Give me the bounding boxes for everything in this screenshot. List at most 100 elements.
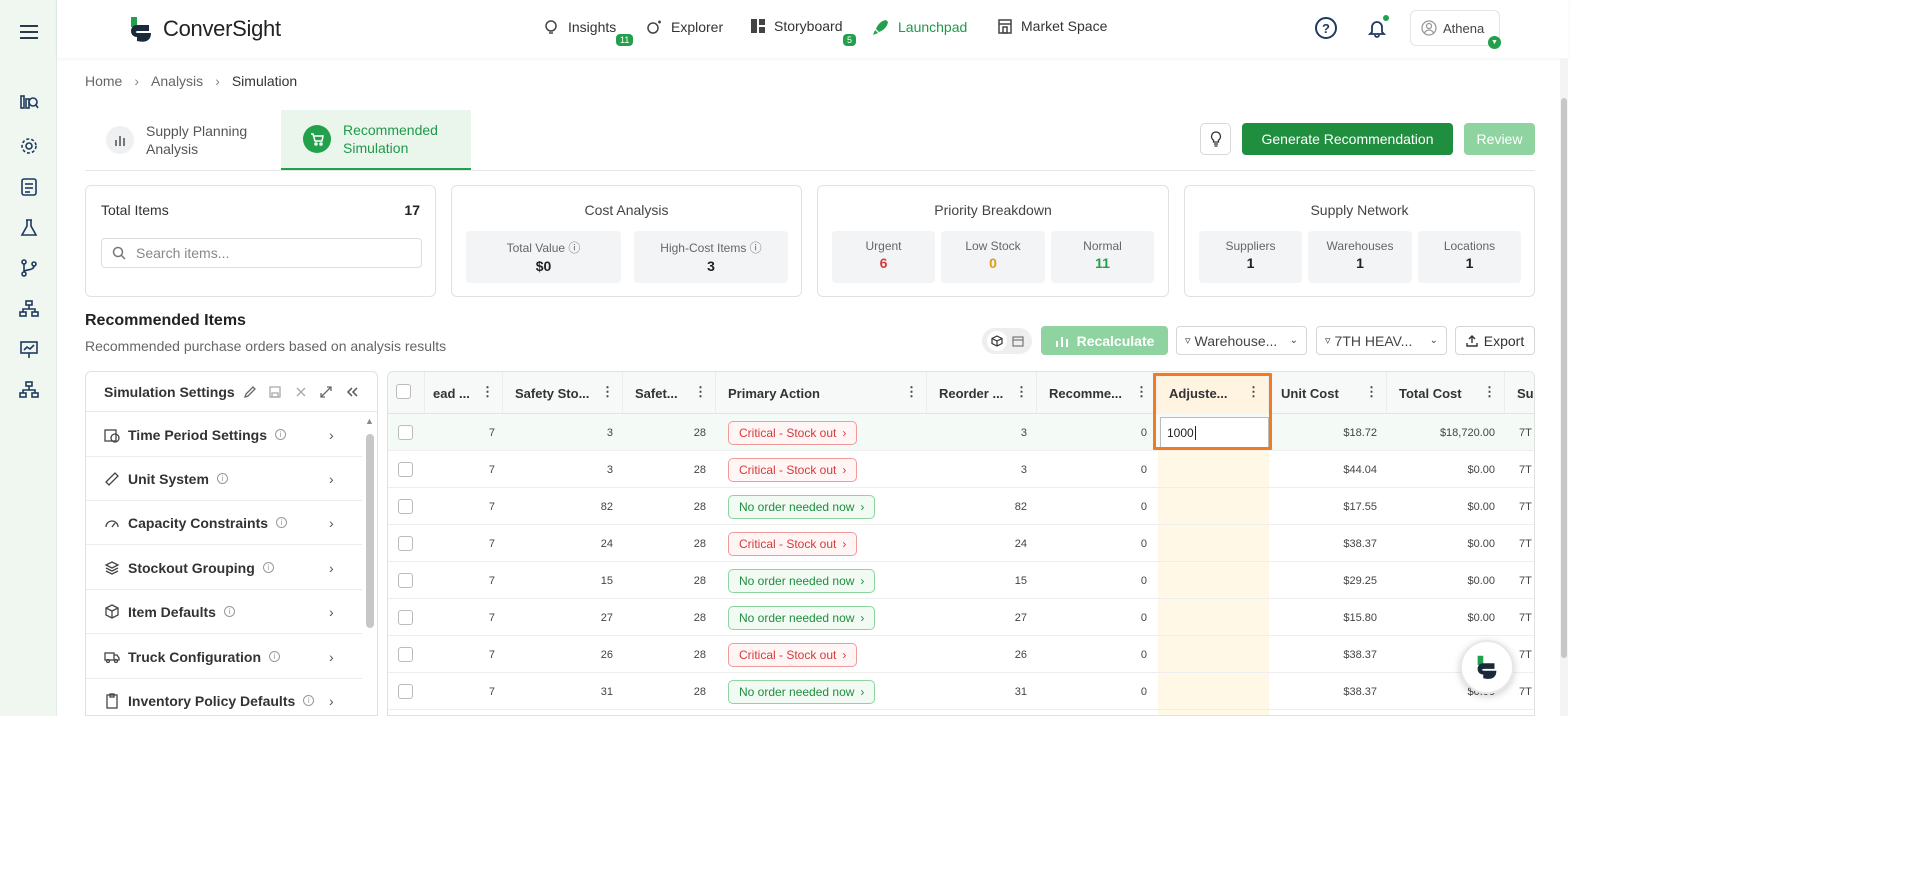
col-primary-action[interactable]: Primary Action ⋮ [716,372,927,414]
column-menu-icon[interactable]: ⋮ [1365,384,1378,399]
col-total-cost[interactable]: Total Cost ⋮ [1387,372,1505,414]
select-all-checkbox[interactable] [396,384,411,399]
sim-row-stockout[interactable]: Stockout Grouping i › [86,546,362,590]
nav-explorer[interactable]: Explorer [645,18,723,36]
help-button[interactable]: ? [1315,17,1337,39]
generate-recommendation-button[interactable]: Generate Recommendation [1242,123,1453,155]
action-pill[interactable]: No order needed now › [728,568,876,593]
breadcrumb-home[interactable]: Home [85,73,123,89]
notifications-button[interactable] [1367,18,1387,43]
close-icon[interactable] [293,384,309,400]
nav-insights[interactable]: Insights [542,18,616,36]
col-adjusted[interactable]: Adjuste... ⋮ [1157,372,1269,414]
column-menu-icon[interactable]: ⋮ [1247,384,1260,399]
cost-analysis-card: Cost Analysis Total Value ⓘ $0 High-Cost… [451,185,802,297]
sim-row-inventory-policy[interactable]: Inventory Policy Defaults i › [86,679,362,715]
table-row[interactable]: 7 82 28 82 0 $17.55 $0.00 No order needed now › 7… [388,488,1534,525]
sim-row-capacity[interactable]: Capacity Constraints i › [86,501,362,545]
row-checkbox[interactable] [398,684,413,699]
col-recommended[interactable]: Recomme... ⋮ [1037,372,1157,414]
sim-row-item-defaults[interactable]: Item Defaults i › [86,590,362,634]
nav-launchpad[interactable]: Launchpad [872,18,967,36]
table-row[interactable]: 7 24 28 24 0 $38.37 $0.00 Critical - Stock out ›… [388,525,1534,562]
row-checkbox[interactable] [398,462,413,477]
chat-assistant-button[interactable] [1460,640,1514,694]
row-checkbox[interactable] [398,647,413,662]
collapse-icon[interactable] [344,384,360,400]
col-safety-stock[interactable]: Safety Sto... ⋮ [503,372,623,414]
menu-icon[interactable] [18,21,40,43]
col-lead[interactable]: ead ... ⋮ [425,372,503,414]
search-input[interactable]: Search items... [101,238,422,268]
view-toggle[interactable] [982,328,1032,354]
row-checkbox[interactable] [398,499,413,514]
user-menu[interactable]: Athena [1410,10,1500,46]
brand-logo[interactable]: ConverSight [125,13,281,45]
row-checkbox[interactable] [398,536,413,551]
chevron-right-icon: › [842,462,847,477]
org-chart-icon[interactable] [18,379,40,401]
tab-recommended-simulation[interactable]: Recommended Simulation [281,110,471,170]
col-safety[interactable]: Safet... ⋮ [623,372,716,414]
column-menu-icon[interactable]: ⋮ [1483,384,1496,399]
export-button[interactable]: Export [1455,326,1535,355]
column-menu-icon[interactable]: ⋮ [694,384,707,399]
warehouse-filter[interactable]: ▿ Warehouse... ⌄ [1176,326,1307,355]
tips-button[interactable] [1200,123,1231,155]
cell-unit: $18.72 [1343,426,1377,439]
page-scroll-thumb[interactable] [1561,98,1567,658]
nav-market-space[interactable]: Market Space [997,18,1107,34]
sim-row-truck[interactable]: Truck Configuration i › [86,635,362,679]
action-pill[interactable]: Critical - Stock out › [728,531,858,556]
row-checkbox[interactable] [398,425,413,440]
branch-icon[interactable] [18,257,40,279]
scroll-up-icon[interactable]: ▲ [365,416,374,426]
nav-storyboard[interactable]: Storyboard [750,18,842,34]
hierarchy-icon[interactable] [18,298,40,320]
location-filter[interactable]: ▿ 7TH HEAV... ⌄ [1316,326,1447,355]
column-menu-icon[interactable]: ⋮ [601,384,614,399]
sim-scrollbar[interactable]: ▲ [364,416,374,715]
chevron-down-icon[interactable]: ▼ [1488,36,1501,49]
review-button[interactable]: Review [1464,123,1535,155]
action-pill[interactable]: Critical - Stock out › [728,642,858,667]
action-pill[interactable]: Critical - Stock out › [728,457,858,482]
column-menu-icon[interactable]: ⋮ [1015,384,1028,399]
report-icon[interactable] [18,176,40,198]
cube-icon[interactable] [986,331,1007,351]
page-scrollbar[interactable] [1560,58,1568,716]
table-row[interactable]: 7 15 28 15 0 $29.25 $0.00 No order needed now › 7… [388,562,1534,599]
action-pill[interactable]: Critical - Stock out › [728,420,858,445]
sim-row-time-period[interactable]: Time Period Settings i › [86,413,362,457]
sim-row-unit-system[interactable]: Unit System i › [86,457,362,501]
recalculate-button[interactable]: Recalculate [1041,326,1168,355]
adjusted-quantity-input[interactable]: 1000 [1160,417,1269,448]
edit-icon[interactable] [242,384,258,400]
sim-scroll-thumb[interactable] [366,434,374,628]
column-menu-icon[interactable]: ⋮ [1135,384,1148,399]
presentation-icon[interactable] [18,339,40,361]
analysis-icon[interactable] [18,90,40,112]
table-row[interactable]: 7 27 28 27 0 $15.80 $0.00 No order needed now › 7… [388,599,1534,636]
col-supplier[interactable]: Su [1505,372,1534,414]
col-reorder[interactable]: Reorder ... ⋮ [927,372,1037,414]
flask-icon[interactable] [18,217,40,239]
expand-icon[interactable] [318,384,334,400]
calendar-icon[interactable] [1008,331,1028,351]
tab-supply-planning[interactable]: Supply Planning Analysis [96,110,277,170]
action-pill[interactable]: No order needed now › [728,679,876,704]
action-pill[interactable]: No order needed now › [728,605,876,630]
action-pill[interactable]: No order needed now › [728,494,876,519]
column-menu-icon[interactable]: ⋮ [481,384,494,399]
settings-icon[interactable] [18,135,40,157]
row-checkbox[interactable] [398,610,413,625]
table-row[interactable]: 7 3 28 3 0 $44.04 $0.00 Critical - Stock out › 7T [388,451,1534,488]
save-icon[interactable] [267,384,283,400]
table-row[interactable]: 7 3 28 3 0 $18.72 $18,720.00 Critical - Stock o… [388,414,1534,451]
col-unit-cost[interactable]: Unit Cost ⋮ [1269,372,1387,414]
breadcrumb-analysis[interactable]: Analysis [151,73,204,89]
column-menu-icon[interactable]: ⋮ [905,384,918,399]
row-checkbox[interactable] [398,573,413,588]
